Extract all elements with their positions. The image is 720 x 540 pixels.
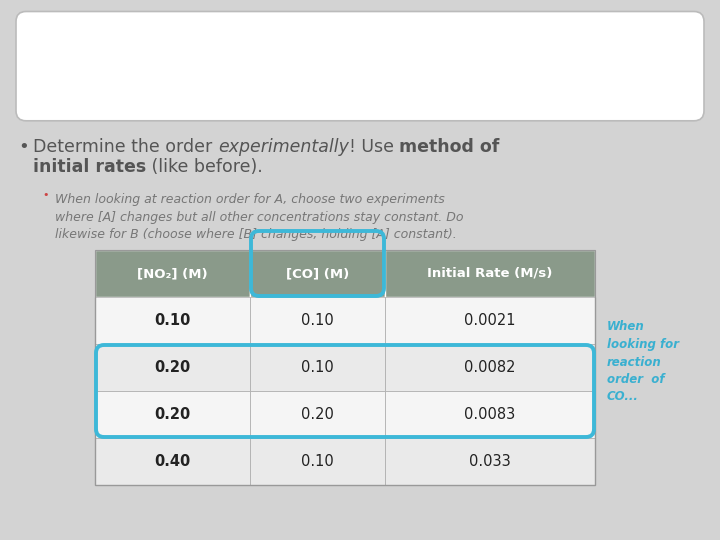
Text: 0.20: 0.20 — [154, 360, 191, 375]
Text: method of: method of — [399, 138, 500, 156]
Text: •: • — [18, 138, 29, 156]
Text: When looking at reaction order for A, choose two experiments
where [A] changes b: When looking at reaction order for A, ch… — [55, 193, 464, 241]
Text: Determine the order: Determine the order — [33, 138, 217, 156]
Text: (like before).: (like before). — [146, 158, 263, 176]
Text: 0.0021: 0.0021 — [464, 313, 516, 328]
Text: 0.20: 0.20 — [301, 407, 334, 422]
Bar — [385, 344, 595, 391]
Bar — [250, 297, 385, 344]
Bar — [95, 297, 250, 344]
Bar — [250, 391, 385, 438]
Text: [NO₂] (M): [NO₂] (M) — [138, 267, 208, 280]
Bar — [385, 297, 595, 344]
Bar — [95, 344, 250, 391]
Bar — [250, 344, 385, 391]
Text: 0.40: 0.40 — [154, 454, 191, 469]
Bar — [95, 250, 250, 297]
Text: 0.10: 0.10 — [301, 454, 334, 469]
Text: When
looking for
reaction
order  of
CO...: When looking for reaction order of CO... — [607, 321, 679, 403]
Bar — [95, 438, 250, 485]
Text: 0.20: 0.20 — [154, 407, 191, 422]
Bar — [385, 438, 595, 485]
Bar — [385, 250, 595, 297]
Text: 0.10: 0.10 — [301, 360, 334, 375]
Bar — [95, 250, 595, 485]
Text: experimentally: experimentally — [217, 138, 348, 156]
Text: 0.10: 0.10 — [301, 313, 334, 328]
Text: 0.0083: 0.0083 — [464, 407, 516, 422]
Text: initial rates: initial rates — [33, 158, 146, 176]
Text: Initial Rate (M/s): Initial Rate (M/s) — [427, 267, 553, 280]
Text: [CO] (M): [CO] (M) — [286, 267, 349, 280]
Bar — [250, 250, 385, 297]
Text: 0.0082: 0.0082 — [464, 360, 516, 375]
Text: ! Use: ! Use — [348, 138, 399, 156]
Bar — [95, 391, 250, 438]
Bar — [250, 438, 385, 485]
Text: 0.10: 0.10 — [154, 313, 191, 328]
Text: 0.033: 0.033 — [469, 454, 511, 469]
FancyBboxPatch shape — [16, 11, 704, 121]
Text: •: • — [42, 190, 48, 200]
Bar — [385, 391, 595, 438]
